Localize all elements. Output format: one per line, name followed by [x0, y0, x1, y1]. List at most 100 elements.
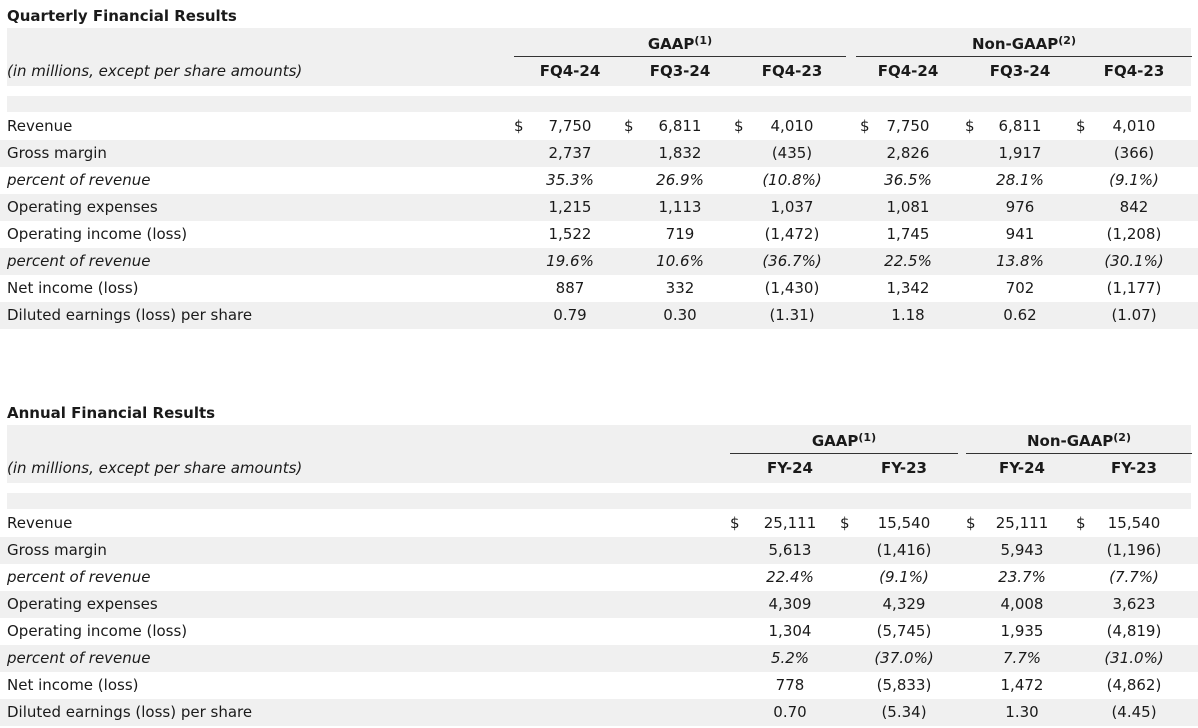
annual-value-cell: 22.4%	[766, 568, 814, 586]
annual-value-cell: 778	[775, 676, 805, 694]
quarterly-value-cell: 13.8%	[996, 252, 1044, 270]
annual-nongaap-rule	[966, 453, 1192, 454]
quarterly-value-cell: 941	[1005, 225, 1035, 243]
quarterly-nongaap-group-header: Non-GAAP(2)	[856, 34, 1192, 53]
annual-row-label: Diluted earnings (loss) per share	[7, 703, 253, 721]
quarterly-value-cell: 1,917	[998, 144, 1042, 162]
quarterly-row-label: Revenue	[7, 117, 73, 135]
quarterly-value-cell: (435)	[771, 144, 813, 162]
annual-value-cell: (31.0%)	[1104, 649, 1164, 667]
annual-currency-symbol: $	[1076, 514, 1086, 532]
quarterly-column-header: FQ3-24	[989, 62, 1051, 80]
annual-row-label: percent of revenue	[7, 649, 151, 667]
quarterly-value-cell: (1,208)	[1106, 225, 1162, 243]
quarterly-currency-symbol: $	[624, 117, 634, 135]
annual-value-cell: (9.1%)	[879, 568, 929, 586]
quarterly-value-cell: 28.1%	[996, 171, 1044, 189]
annual-table-row: percent of revenue 22.4% (9.1%) 23.7% (7.7%)	[0, 564, 1198, 591]
annual-value-cell: 23.7%	[998, 568, 1046, 586]
quarterly-value-cell: (1,177)	[1106, 279, 1162, 297]
quarterly-value-cell: 1.18	[891, 306, 925, 324]
quarterly-nongaap-rule	[856, 56, 1192, 57]
annual-gaap-label: GAAP	[811, 432, 859, 450]
quarterly-value-cell: 0.79	[553, 306, 587, 324]
quarterly-column-header: FQ4-24	[539, 62, 601, 80]
quarterly-value-cell: 976	[1005, 198, 1035, 216]
annual-column-header: FY-24	[998, 459, 1045, 477]
annual-currency-symbol: $	[966, 514, 976, 532]
annual-table-row: Diluted earnings (loss) per share 0.70 (5.…	[0, 699, 1198, 726]
annual-currency-symbol: $	[730, 514, 740, 532]
quarterly-table-row: Gross margin 2,737 1,832 (435) 2,826 1,917 (36…	[0, 140, 1198, 167]
quarterly-gaap-rule	[514, 56, 846, 57]
annual-value-cell: (5,745)	[876, 622, 932, 640]
annual-value-cell: 1.30	[1005, 703, 1039, 721]
annual-value-cell: 25,111	[763, 514, 817, 532]
annual-value-cell: 5.2%	[770, 649, 810, 667]
quarterly-currency-symbol: $	[860, 117, 870, 135]
annual-value-cell: (5.34)	[881, 703, 927, 721]
quarterly-value-cell: 2,737	[548, 144, 592, 162]
quarterly-value-cell: 35.3%	[546, 171, 594, 189]
quarterly-value-cell: 7,750	[548, 117, 592, 135]
annual-value-cell: (5,833)	[876, 676, 932, 694]
quarterly-value-cell: 719	[665, 225, 695, 243]
annual-nongaap-group-header: Non-GAAP(2)	[966, 431, 1192, 450]
quarterly-gaap-footnote: (1)	[694, 34, 713, 47]
quarterly-row-label: Diluted earnings (loss) per share	[7, 306, 253, 324]
quarterly-value-cell: 1,113	[658, 198, 702, 216]
quarterly-value-cell: 19.6%	[546, 252, 594, 270]
quarterly-value-cell: 7,750	[886, 117, 930, 135]
quarterly-value-cell: 332	[665, 279, 695, 297]
quarterly-value-cell: (10.8%)	[762, 171, 822, 189]
quarterly-value-cell: 1,081	[886, 198, 930, 216]
annual-column-header: FY-24	[766, 459, 813, 477]
quarterly-currency-symbol: $	[1076, 117, 1086, 135]
quarterly-section-title: Quarterly Financial Results	[7, 7, 237, 25]
annual-value-cell: 5,613	[768, 541, 812, 559]
quarterly-value-cell: 0.62	[1003, 306, 1037, 324]
annual-row-label: Revenue	[7, 514, 73, 532]
annual-row-label: Operating income (loss)	[7, 622, 188, 640]
quarterly-value-cell: 0.30	[663, 306, 697, 324]
quarterly-gaap-label: GAAP	[647, 35, 695, 53]
quarterly-gaap-group-header: GAAP(1)	[514, 34, 846, 53]
quarterly-value-cell: 1,215	[548, 198, 592, 216]
quarterly-table-row: Operating income (loss) 1,522 719 (1,472) 1,…	[0, 221, 1198, 248]
quarterly-table-row: Diluted earnings (loss) per share 0.79 0.3…	[0, 302, 1198, 329]
annual-column-header: FY-23	[1110, 459, 1157, 477]
annual-value-cell: (4,819)	[1106, 622, 1162, 640]
annual-value-cell: 5,943	[1000, 541, 1044, 559]
quarterly-row-label: Net income (loss)	[7, 279, 139, 297]
quarterly-table-row: Revenue 7,750 $6,811 $4,010 $7,750 $6,811 $4,0…	[0, 113, 1198, 140]
quarterly-column-header: FQ4-24	[877, 62, 939, 80]
quarterly-currency-symbol: $	[514, 117, 524, 135]
annual-value-cell: 25,111	[995, 514, 1049, 532]
annual-table-row: Operating income (loss) 1,304 (5,745) 1,935…	[0, 618, 1198, 645]
quarterly-value-cell: 1,522	[548, 225, 592, 243]
annual-value-cell: (1,416)	[876, 541, 932, 559]
quarterly-nongaap-footnote: (2)	[1058, 34, 1076, 47]
annual-nongaap-footnote: (2)	[1113, 431, 1131, 444]
annual-value-cell: 4,309	[768, 595, 812, 613]
annual-gaap-rule	[730, 453, 958, 454]
quarterly-value-cell: 842	[1119, 198, 1149, 216]
annual-value-cell: (37.0%)	[874, 649, 934, 667]
annual-value-cell: 1,472	[1000, 676, 1044, 694]
quarterly-value-cell: (1,430)	[764, 279, 820, 297]
quarterly-header-band	[7, 28, 1191, 86]
quarterly-value-cell: 1,745	[886, 225, 930, 243]
quarterly-value-cell: 36.5%	[884, 171, 932, 189]
annual-value-cell: (4,862)	[1106, 676, 1162, 694]
quarterly-row-label: Operating income (loss)	[7, 225, 188, 243]
quarterly-value-cell: 887	[555, 279, 585, 297]
quarterly-value-cell: (1.31)	[769, 306, 815, 324]
annual-nongaap-label: Non-GAAP	[1026, 432, 1114, 450]
quarterly-units-note: (in millions, except per share amounts)	[7, 62, 303, 80]
annual-row-label: Gross margin	[7, 541, 107, 559]
quarterly-value-cell: 22.5%	[884, 252, 932, 270]
quarterly-value-cell: 6,811	[658, 117, 702, 135]
annual-value-cell: 1,935	[1000, 622, 1044, 640]
quarterly-value-cell: (36.7%)	[762, 252, 822, 270]
annual-value-cell: (1,196)	[1106, 541, 1162, 559]
